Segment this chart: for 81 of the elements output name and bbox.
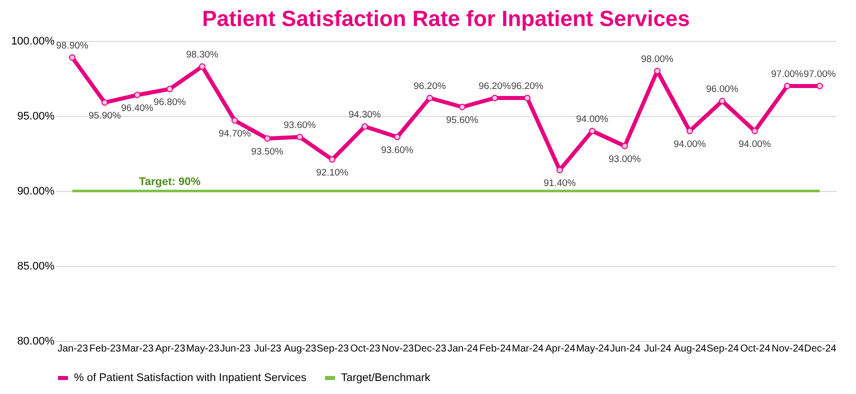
x-tick-label: Jul-24 xyxy=(644,344,672,354)
point xyxy=(654,68,660,74)
x-tick-label: Jan-23 xyxy=(57,344,88,354)
y-tick-label: 85.00% xyxy=(17,260,55,272)
point xyxy=(492,94,498,102)
data-label: 93.60% xyxy=(284,120,316,131)
x-tick-label: Feb-23 xyxy=(89,344,122,354)
x-tick-label: Jul-23 xyxy=(254,344,282,354)
x-tick-label: Mar-23 xyxy=(122,344,154,354)
legend-label: Target/Benchmark xyxy=(341,372,431,384)
x-tick-label: Aug-24 xyxy=(674,344,707,354)
data-label: 94.00% xyxy=(576,114,609,125)
point xyxy=(524,94,530,102)
x-tick-label: Dec-24 xyxy=(804,344,837,354)
x-tick-label: Apr-24 xyxy=(545,344,576,354)
data-label: 94.00% xyxy=(674,139,706,150)
point xyxy=(264,135,270,142)
data-label: 93.60% xyxy=(381,145,414,156)
point xyxy=(362,123,368,130)
point xyxy=(166,86,173,92)
data-label: 97.00% xyxy=(804,69,836,80)
data-label: 92.10% xyxy=(316,168,349,178)
point xyxy=(329,156,336,163)
x-tick-label: Sep-24 xyxy=(706,344,740,354)
x-tick-label: Dec-23 xyxy=(414,344,447,354)
data-label: 94.70% xyxy=(218,128,252,140)
x-tick-label: Jun-24 xyxy=(610,344,641,354)
x-tick-label: Aug-23 xyxy=(284,344,317,354)
data-label: 93.00% xyxy=(608,154,642,165)
point xyxy=(752,128,758,134)
data-label: 98.00% xyxy=(641,54,674,65)
point xyxy=(232,117,238,124)
x-tick-label: Sep-23 xyxy=(316,344,350,354)
point xyxy=(784,82,790,90)
data-label: 96.20% xyxy=(478,81,512,92)
point xyxy=(686,128,693,134)
data-label: 94.30% xyxy=(348,110,382,120)
data-label: 95.60% xyxy=(446,115,479,126)
x-tick-label: Oct-24 xyxy=(740,344,771,354)
data-label: 95.90% xyxy=(88,110,122,122)
y-tick-label: 80.00% xyxy=(17,336,55,348)
data-label: 91.40% xyxy=(544,178,576,189)
point xyxy=(69,54,76,61)
x-tick-label: Mar-24 xyxy=(512,344,544,354)
point xyxy=(556,166,563,174)
y-tick-label: 90.00% xyxy=(17,186,55,198)
data-label: 96.80% xyxy=(154,97,186,108)
point xyxy=(816,82,823,90)
point xyxy=(199,63,206,70)
x-tick-label: May-24 xyxy=(576,344,610,354)
point xyxy=(102,99,108,106)
data-label: 96.40% xyxy=(121,103,154,114)
data-label: 96.20% xyxy=(414,81,446,92)
x-tick-label: Oct-23 xyxy=(350,344,381,354)
data-label: 93.50% xyxy=(251,146,284,158)
point xyxy=(134,92,140,98)
point xyxy=(394,134,400,140)
legend-label: % of Patient Satisfaction with Inpatient Services xyxy=(74,372,307,384)
y-tick-label: 95.00% xyxy=(17,110,55,122)
data-label: 94.00% xyxy=(738,139,772,150)
x-tick-label: Feb-24 xyxy=(479,344,512,354)
x-tick-label: Apr-23 xyxy=(155,344,186,354)
point xyxy=(426,94,433,102)
x-tick-label: Jan-24 xyxy=(447,344,478,354)
point xyxy=(622,142,628,150)
data-label: 97.00% xyxy=(771,69,804,80)
data-label: 98.30% xyxy=(186,50,219,60)
data-label: 96.00% xyxy=(706,84,739,95)
annotation: Target: 90% xyxy=(138,176,201,188)
point xyxy=(459,104,466,110)
point xyxy=(589,128,596,134)
x-tick-label: Nov-24 xyxy=(772,344,804,354)
x-tick-label: Jun-23 xyxy=(220,344,251,354)
y-tick-label: 100.00% xyxy=(11,36,55,48)
point xyxy=(719,98,726,104)
x-tick-label: Nov-23 xyxy=(382,344,414,354)
point xyxy=(296,134,303,140)
x-tick-label: May-23 xyxy=(186,344,220,354)
chart-title: Patient Satisfaction Rate for Inpatient Services xyxy=(202,6,690,31)
data-label: 98.90% xyxy=(56,40,89,52)
data-label: 96.20% xyxy=(511,81,544,92)
